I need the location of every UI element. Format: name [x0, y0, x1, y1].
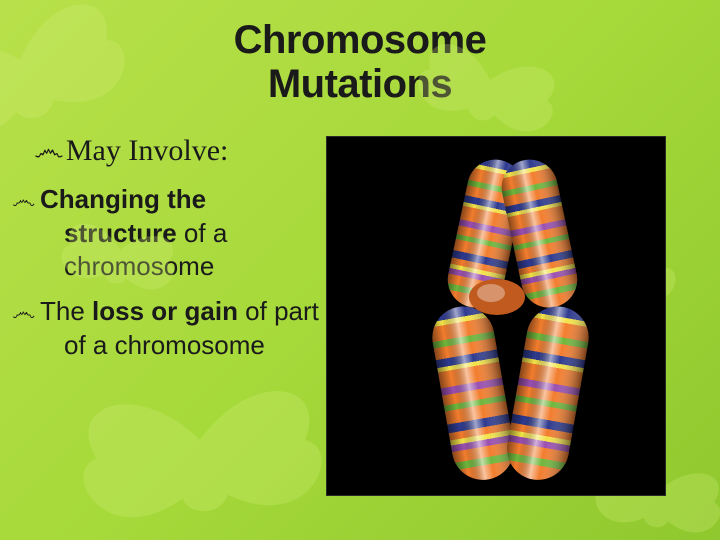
- chromosome-svg: [327, 137, 667, 497]
- level2-item-0: ෴Changing the structure of a chromosome: [34, 183, 320, 283]
- level2-item-1: ෴The loss or gain of part of a chromosom…: [34, 295, 320, 362]
- bullet-glyph: ෴: [34, 132, 64, 169]
- image-column: [320, 132, 720, 496]
- level1-bullet: ෴May Involve:: [34, 132, 320, 169]
- content-row: ෴May Involve: ෴Changing the structure of…: [0, 132, 720, 496]
- title-line-2: Mutations: [268, 62, 452, 106]
- title-line-1: Chromosome: [234, 18, 487, 62]
- slide: Chromosome Mutations ෴May Involve: ෴Chan…: [0, 0, 720, 540]
- level2-1-lead: The: [40, 296, 92, 326]
- level2-1-bold: loss or gain: [92, 296, 238, 326]
- slide-title: Chromosome Mutations: [0, 18, 720, 106]
- chromosome-image: [326, 136, 666, 496]
- level1-text: May Involve:: [66, 134, 228, 167]
- text-column: ෴May Involve: ෴Changing the structure of…: [0, 132, 320, 374]
